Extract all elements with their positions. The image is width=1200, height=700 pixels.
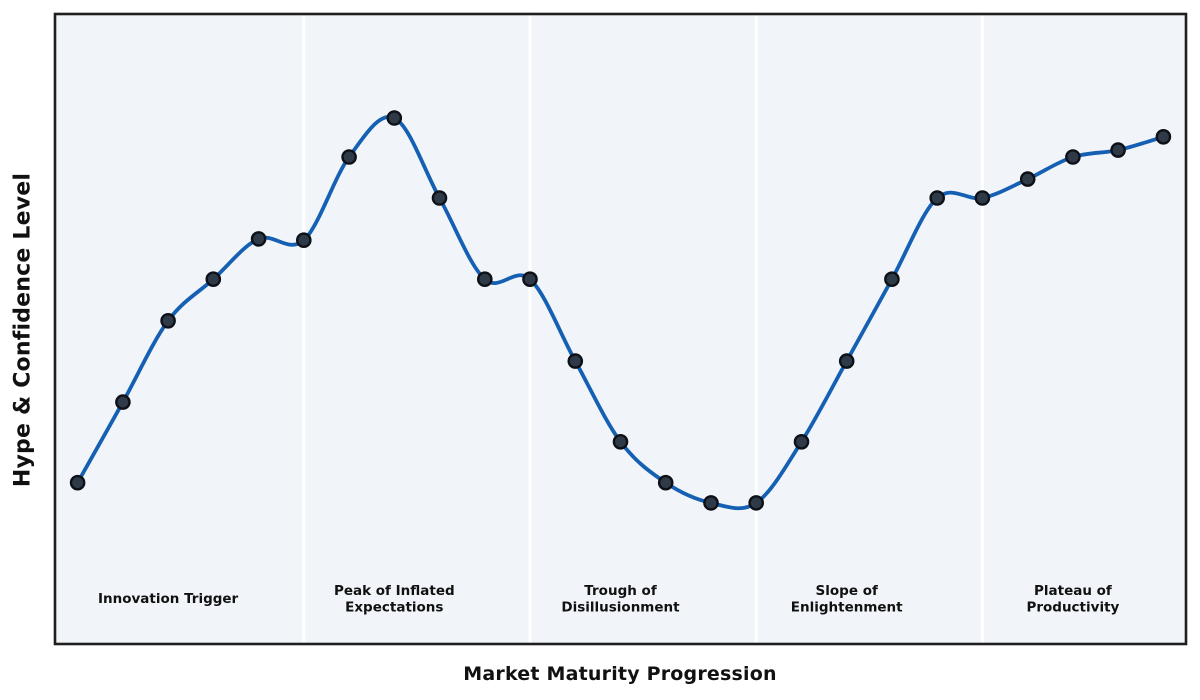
y-axis-label: Hype & Confidence Level — [10, 172, 36, 488]
phase-label: Trough of Disillusionment — [561, 583, 680, 616]
phase-label: Slope of Enlightenment — [791, 583, 903, 616]
plot-area — [55, 14, 1186, 644]
data-point — [567, 353, 584, 369]
data-point — [974, 190, 991, 206]
data-point — [703, 495, 719, 511]
data-point — [748, 495, 765, 511]
data-point — [1155, 128, 1172, 145]
phase-label: Peak of Inflated Expectations — [334, 583, 455, 616]
data-point — [386, 110, 403, 126]
data-point — [341, 149, 357, 165]
data-point — [1065, 149, 1081, 165]
data-point — [884, 271, 900, 288]
data-point — [793, 433, 810, 450]
data-point — [431, 190, 448, 206]
data-point — [476, 271, 493, 288]
data-point — [1110, 142, 1126, 158]
phase-label: Innovation Trigger — [98, 591, 239, 607]
data-point — [295, 232, 312, 248]
data-point — [657, 474, 674, 491]
data-point — [115, 394, 131, 410]
data-point — [69, 474, 86, 491]
data-point — [612, 433, 629, 450]
data-point — [250, 231, 267, 247]
plot-border — [53, 12, 1188, 646]
data-point — [1019, 171, 1036, 187]
data-point — [160, 312, 176, 329]
data-point — [522, 271, 538, 288]
phase-label: Plateau of Productivity — [1026, 583, 1119, 616]
data-point — [929, 190, 946, 206]
x-axis-label: Market Maturity Progression — [463, 663, 777, 685]
data-point — [205, 271, 222, 288]
data-point — [838, 353, 855, 369]
